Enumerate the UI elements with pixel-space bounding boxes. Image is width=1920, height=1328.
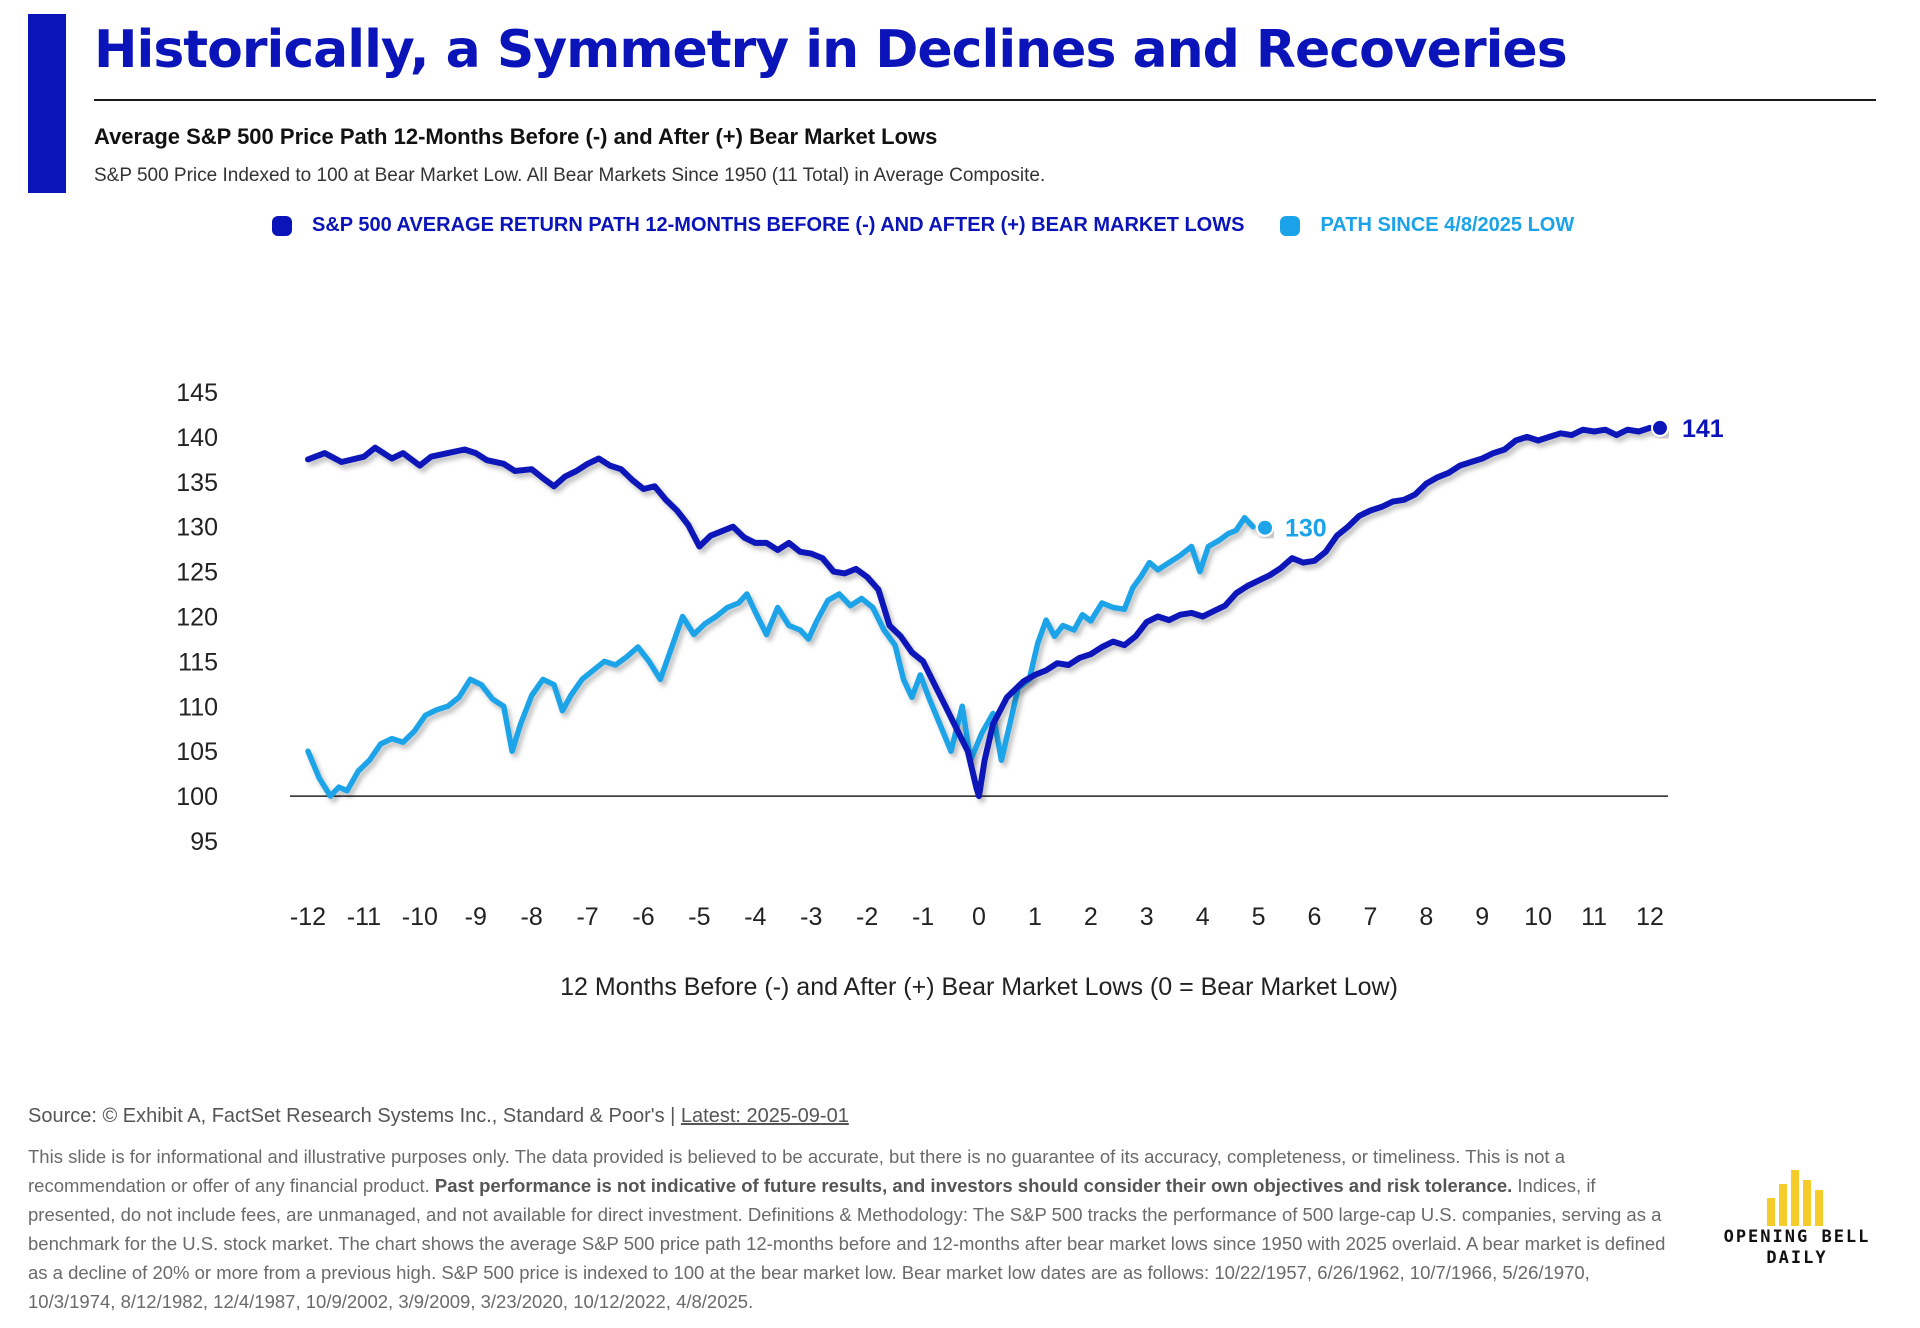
logo-line-1: OPENING BELL — [1723, 1227, 1871, 1247]
x-tick-label: -12 — [290, 903, 326, 931]
x-axis-title: 12 Months Before (-) and After (+) Bear … — [560, 973, 1398, 1001]
x-tick-label: 7 — [1363, 903, 1377, 931]
x-tick-label: -10 — [402, 903, 438, 931]
legend-item-average: S&P 500 AVERAGE RETURN PATH 12-MONTHS BE… — [272, 214, 1244, 237]
x-tick-label: 10 — [1524, 903, 1552, 931]
y-tick-label: 95 — [190, 828, 218, 856]
end-label-average: 141 — [1682, 415, 1724, 443]
x-tick-label: -3 — [800, 903, 822, 931]
x-tick-label: 5 — [1252, 903, 1266, 931]
y-tick-label: 115 — [178, 648, 218, 676]
x-tick-label: 9 — [1475, 903, 1489, 931]
y-tick-label: 120 — [176, 604, 218, 632]
title-divider — [94, 99, 1876, 101]
latest-date-link[interactable]: Latest: 2025-09-01 — [680, 1105, 849, 1127]
y-tick-label: 140 — [176, 424, 218, 452]
x-tick-label: -5 — [688, 903, 710, 931]
x-tick-label: 4 — [1196, 903, 1210, 931]
x-tick-label: 1 — [1028, 903, 1042, 931]
x-tick-label: 6 — [1308, 903, 1322, 931]
y-axis: 145 140 135 130 125 120 115 110 105 100 95 — [176, 379, 218, 856]
x-tick-label: -2 — [856, 903, 878, 931]
legend-item-current: PATH SINCE 4/8/2025 LOW — [1280, 214, 1574, 237]
logo-line-2: DAILY — [1766, 1248, 1828, 1268]
y-tick-label: 130 — [176, 514, 218, 542]
y-tick-label: 145 — [176, 379, 218, 407]
disclaimer-text-2: Indices, if presented, do not include fe… — [28, 1175, 1666, 1312]
disclaimer: This slide is for informational and illu… — [28, 1142, 1678, 1316]
y-tick-label: 110 — [178, 693, 218, 721]
accent-bar — [28, 14, 66, 193]
x-tick-label: 8 — [1419, 903, 1433, 931]
x-tick-label: -6 — [632, 903, 654, 931]
y-tick-label: 105 — [176, 738, 218, 766]
chart-note: S&P 500 Price Indexed to 100 at Bear Mar… — [94, 165, 1046, 186]
disclaimer-text-1: This slide is for informational and illu… — [28, 1146, 1565, 1196]
x-tick-label: 11 — [1581, 903, 1607, 931]
legend-label-average: S&P 500 AVERAGE RETURN PATH 12-MONTHS BE… — [312, 214, 1245, 236]
legend-label-current: PATH SINCE 4/8/2025 LOW — [1320, 214, 1575, 236]
end-marker-current — [1255, 518, 1274, 537]
page-title: Historically, a Symmetry in Declines and… — [94, 20, 1568, 80]
chart-legend: S&P 500 AVERAGE RETURN PATH 12-MONTHS BE… — [272, 214, 1610, 237]
x-tick-label: -8 — [521, 903, 543, 931]
y-tick-label: 100 — [176, 783, 218, 811]
x-tick-label: -9 — [465, 903, 487, 931]
x-tick-label: 0 — [972, 903, 986, 931]
series-line-current — [305, 514, 1256, 799]
x-axis: -12 -11 -10 -9 -8 -7 -6 -5 -4 -3 -2 -1 0 1 2 3 4 5 6 7 8 9 10 1… — [290, 903, 1664, 931]
bar-chart-logo-icon — [1767, 1170, 1823, 1226]
x-tick-label: 3 — [1140, 903, 1154, 931]
source-text: Source: © Exhibit A, FactSet Research Sy… — [28, 1105, 681, 1127]
opening-bell-logo: OPENING BELL DAILY — [1722, 1168, 1872, 1268]
x-tick-label: -7 — [576, 903, 598, 931]
legend-swatch-average — [272, 215, 292, 236]
y-tick-label: 135 — [176, 469, 218, 497]
series-layer: 130 141 — [305, 415, 1724, 800]
x-tick-label: -1 — [912, 903, 934, 931]
x-tick-label: 12 — [1636, 903, 1664, 931]
source-line: Source: © Exhibit A, FactSet Research Sy… — [28, 1105, 849, 1128]
y-tick-label: 125 — [176, 559, 218, 587]
series-line-average — [305, 424, 1653, 800]
end-marker-average — [1651, 418, 1669, 437]
disclaimer-bold: Past performance is not indicative of fu… — [434, 1175, 1513, 1196]
x-tick-label: 2 — [1084, 903, 1098, 931]
end-label-current: 130 — [1285, 515, 1327, 543]
chart-subtitle: Average S&P 500 Price Path 12-Months Bef… — [94, 124, 938, 149]
x-tick-label: -11 — [347, 903, 381, 931]
x-tick-label: -4 — [744, 903, 766, 931]
legend-swatch-current — [1280, 215, 1301, 236]
